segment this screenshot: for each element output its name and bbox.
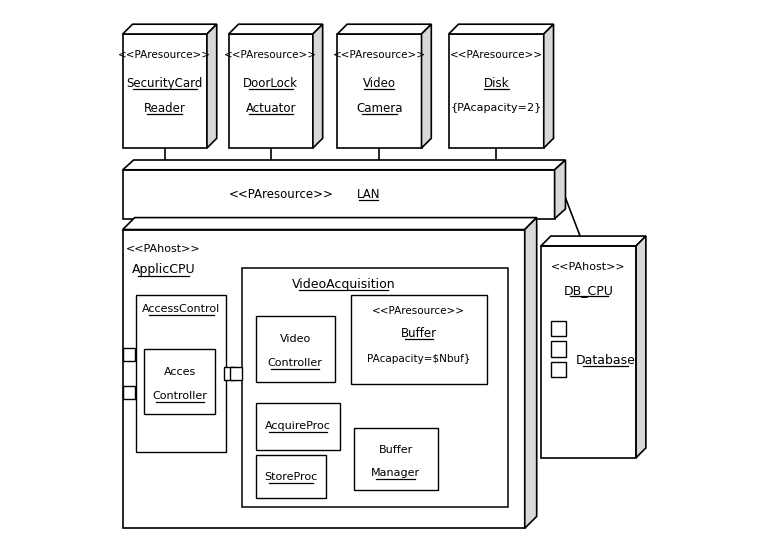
Polygon shape — [123, 160, 565, 170]
Polygon shape — [337, 34, 422, 148]
Polygon shape — [229, 24, 323, 34]
Text: Manager: Manager — [371, 468, 420, 478]
Bar — [551, 362, 566, 377]
Text: <<PAhost>>: <<PAhost>> — [127, 244, 201, 254]
Text: <<PAhost>>: <<PAhost>> — [551, 262, 626, 272]
Polygon shape — [555, 160, 565, 219]
Text: SecurityCard: SecurityCard — [127, 76, 203, 90]
Polygon shape — [123, 170, 555, 219]
Text: Controller: Controller — [268, 358, 323, 369]
Text: <<PAresource>>: <<PAresource>> — [333, 50, 426, 60]
Polygon shape — [207, 24, 217, 148]
Text: Acces: Acces — [163, 367, 196, 377]
Text: PAcapacity=$Nbuf}: PAcapacity=$Nbuf} — [367, 354, 471, 364]
Polygon shape — [123, 218, 537, 229]
Text: Buffer: Buffer — [400, 327, 437, 340]
Polygon shape — [123, 34, 207, 148]
Text: VideoAcquisition: VideoAcquisition — [291, 278, 395, 291]
Text: Video: Video — [363, 76, 396, 90]
Polygon shape — [544, 24, 554, 148]
Text: Disk: Disk — [483, 76, 509, 90]
Text: Actuator: Actuator — [245, 102, 296, 115]
Polygon shape — [541, 246, 636, 458]
Text: DB_CPU: DB_CPU — [564, 284, 614, 297]
Polygon shape — [422, 24, 431, 148]
Text: <<PAresource>>: <<PAresource>> — [224, 50, 318, 60]
Text: Video: Video — [280, 334, 311, 345]
Polygon shape — [525, 218, 537, 529]
Bar — [256, 403, 340, 449]
Bar — [144, 349, 215, 414]
Bar — [351, 295, 487, 384]
Bar — [551, 341, 566, 357]
Text: AcquireProc: AcquireProc — [265, 422, 331, 431]
Text: ApplicCPU: ApplicCPU — [132, 263, 196, 276]
Bar — [137, 295, 226, 452]
Bar — [256, 455, 327, 498]
Bar — [123, 386, 135, 399]
Text: <<PAresource>>: <<PAresource>> — [229, 188, 333, 201]
Bar — [230, 367, 242, 380]
Bar — [551, 321, 566, 336]
Bar — [256, 317, 334, 382]
Bar — [224, 367, 235, 380]
Bar — [354, 428, 438, 490]
Text: <<PAresource>>: <<PAresource>> — [449, 50, 543, 60]
Text: LAN: LAN — [357, 188, 380, 201]
Polygon shape — [229, 34, 313, 148]
Bar — [123, 348, 135, 361]
Polygon shape — [449, 34, 544, 148]
Polygon shape — [123, 24, 217, 34]
Text: Reader: Reader — [144, 102, 186, 115]
Polygon shape — [313, 24, 323, 148]
Bar — [242, 268, 509, 507]
Polygon shape — [541, 236, 646, 246]
Text: Camera: Camera — [356, 102, 403, 115]
Polygon shape — [449, 24, 554, 34]
Text: DoorLock: DoorLock — [243, 76, 298, 90]
Text: <<PAresource>>: <<PAresource>> — [372, 306, 466, 316]
Text: <<PAresource>>: <<PAresource>> — [118, 50, 212, 60]
Text: Buffer: Buffer — [379, 444, 413, 455]
Polygon shape — [636, 236, 646, 458]
Text: {PAcapacity=2}: {PAcapacity=2} — [450, 103, 542, 113]
Polygon shape — [123, 229, 525, 529]
Polygon shape — [337, 24, 431, 34]
Text: StoreProc: StoreProc — [265, 472, 318, 482]
Text: AccessControl: AccessControl — [142, 304, 220, 314]
Text: Controller: Controller — [153, 391, 207, 401]
Text: Database: Database — [576, 354, 636, 367]
